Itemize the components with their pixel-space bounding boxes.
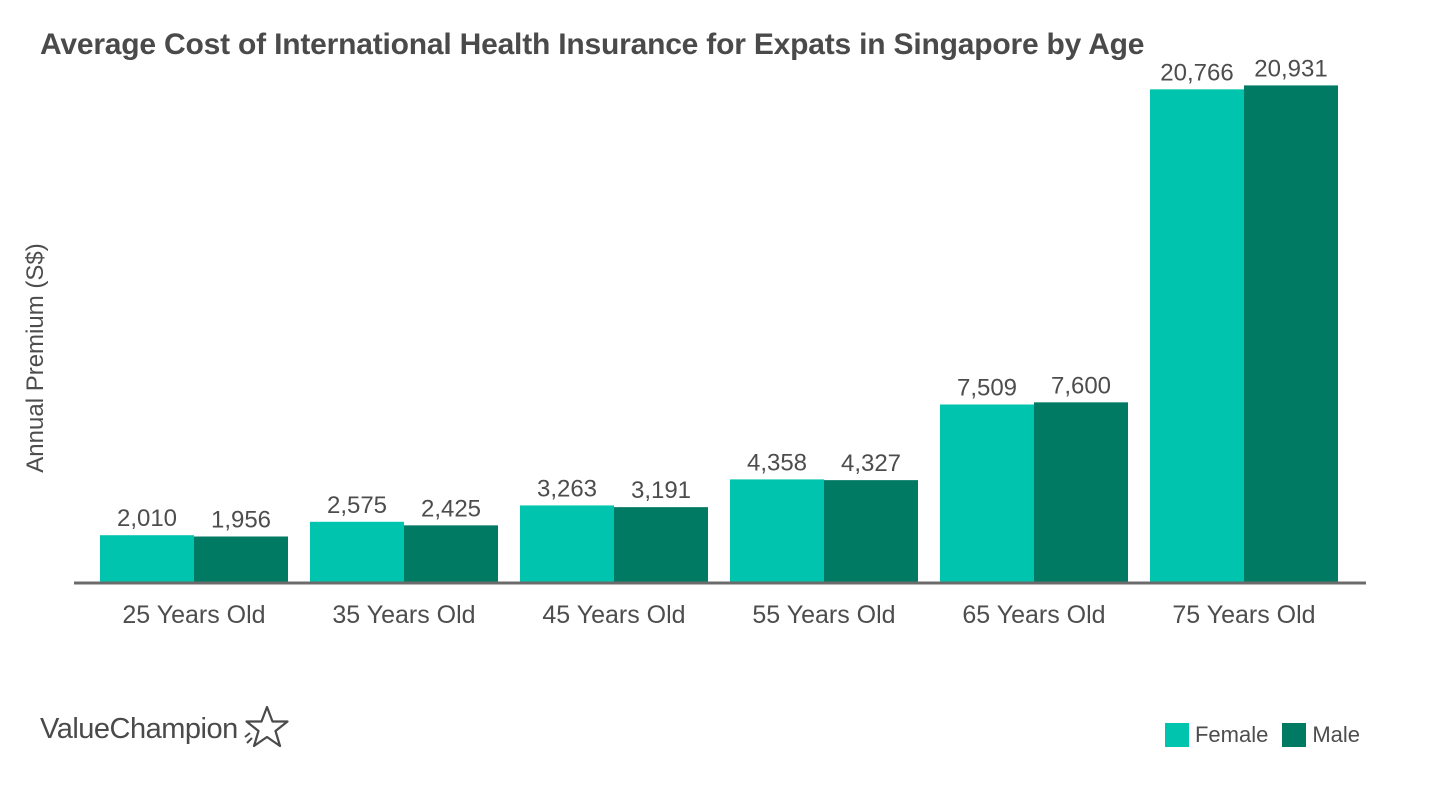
chart-title: Average Cost of International Health Ins…	[40, 28, 1145, 61]
value-labels-layer: 2,010 1,956 2,575 2,425 3,263 3,191 4,358 4,327…	[117, 55, 1328, 533]
value-label-male-3: 3,191	[631, 477, 691, 504]
chart-legend: Female Male	[1164, 722, 1360, 748]
value-label-male-6: 20,931	[1254, 55, 1327, 82]
value-label-female-6: 20,766	[1160, 59, 1233, 86]
bar-female-2	[310, 521, 404, 583]
value-label-male-5: 7,600	[1051, 372, 1111, 399]
bar-female-1	[100, 535, 194, 583]
star-outline-icon	[244, 704, 290, 755]
bar-female-6	[1150, 89, 1244, 584]
brand-name: ValueChampion	[40, 712, 238, 745]
x-tick-labels-layer: 25 Years Old 35 Years Old 45 Years Old 55 Y…	[122, 601, 1315, 629]
value-label-male-1: 1,956	[211, 507, 271, 534]
bar-male-1	[194, 536, 288, 583]
value-label-female-2: 2,575	[327, 492, 387, 519]
x-tick-label-3: 45 Years Old	[542, 601, 685, 629]
bar-male-2	[404, 525, 498, 583]
bar-male-3	[614, 507, 708, 583]
bar-male-6	[1244, 85, 1338, 583]
x-tick-label-4: 55 Years Old	[752, 601, 895, 629]
x-tick-label-6: 75 Years Old	[1172, 601, 1315, 629]
legend-swatch-male	[1282, 723, 1307, 747]
bar-female-4	[730, 479, 824, 583]
legend-label-male: Male	[1312, 722, 1360, 747]
brand-logo: ValueChampion	[40, 704, 290, 754]
bar-female-5	[940, 404, 1034, 583]
legend-item-female: Female	[1164, 722, 1269, 748]
x-tick-label-2: 35 Years Old	[332, 601, 475, 629]
legend-label-female: Female	[1194, 722, 1269, 747]
bars-layer	[100, 85, 1338, 584]
value-label-female-5: 7,509	[957, 374, 1017, 401]
value-label-male-2: 2,425	[421, 495, 481, 522]
value-label-female-3: 3,263	[537, 475, 597, 502]
x-tick-label-5: 65 Years Old	[962, 601, 1105, 629]
bar-male-4	[824, 480, 918, 583]
bar-female-3	[520, 505, 614, 583]
bar-male-5	[1034, 402, 1128, 583]
x-tick-label-1: 25 Years Old	[122, 601, 265, 629]
legend-swatch-female	[1164, 723, 1189, 747]
value-label-female-1: 2,010	[117, 505, 177, 532]
value-label-female-4: 4,358	[747, 449, 807, 476]
value-label-male-4: 4,327	[841, 450, 901, 477]
y-axis-label: Annual Premium (S$)	[22, 243, 49, 472]
legend-item-male: Male	[1282, 722, 1360, 748]
